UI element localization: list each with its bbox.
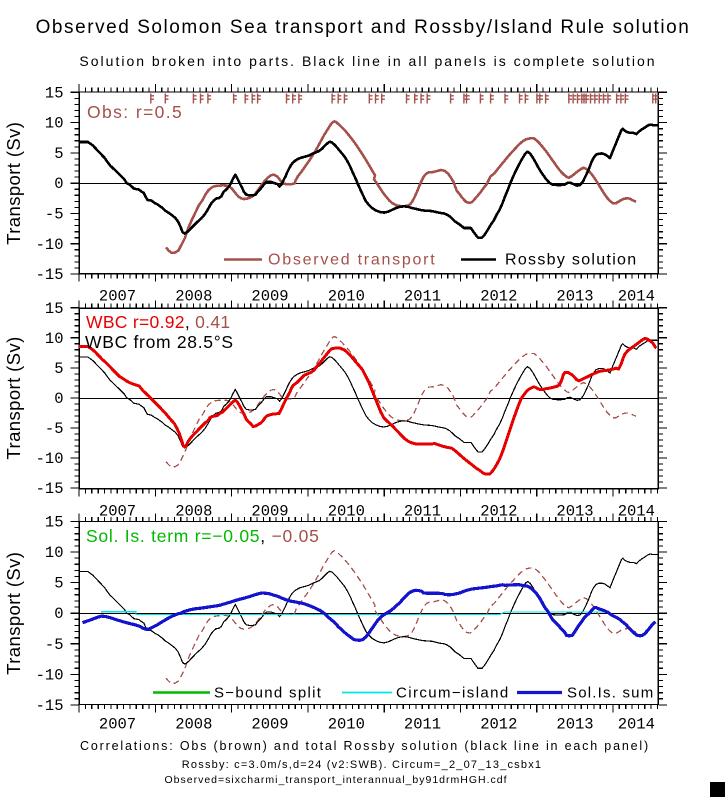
svg-text:-10: -10: [36, 236, 64, 254]
svg-text:-5: -5: [45, 420, 64, 438]
svg-text:2014: 2014: [618, 716, 655, 734]
svg-text:2009: 2009: [251, 288, 288, 306]
svg-text:2007: 2007: [99, 716, 136, 734]
svg-text:2008: 2008: [175, 288, 212, 306]
svg-text:15: 15: [45, 513, 64, 531]
svg-text:-10: -10: [36, 666, 64, 684]
svg-text:2013: 2013: [556, 288, 593, 306]
svg-text:Solution broken into parts. Bl: Solution broken into parts. Black line i…: [79, 53, 656, 69]
svg-text:2009: 2009: [251, 502, 288, 520]
svg-text:2013: 2013: [556, 502, 593, 520]
svg-text:Correlations: Obs (brown) and: Correlations: Obs (brown) and total Ross…: [80, 739, 650, 753]
svg-text:2012: 2012: [480, 288, 517, 306]
svg-text:Observed Solomon Sea transport: Observed Solomon Sea transport and Rossb…: [36, 17, 691, 38]
svg-text:-10: -10: [36, 450, 64, 468]
svg-text:15: 15: [45, 84, 64, 102]
svg-text:2008: 2008: [175, 716, 212, 734]
svg-text:0: 0: [54, 390, 63, 408]
svg-text:Transport (Sv): Transport (Sv): [3, 336, 24, 459]
svg-text:-15: -15: [36, 697, 64, 715]
svg-text:2007: 2007: [99, 288, 136, 306]
svg-text:5: 5: [54, 145, 63, 163]
svg-text:2012: 2012: [480, 716, 517, 734]
svg-text:5: 5: [54, 575, 63, 593]
svg-text:Transport (Sv): Transport (Sv): [3, 122, 24, 245]
svg-text:10: 10: [45, 330, 64, 348]
svg-text:2007: 2007: [99, 502, 136, 520]
svg-text:WBC from 28.5°S: WBC from 28.5°S: [85, 332, 234, 352]
svg-text:2011: 2011: [404, 502, 441, 520]
svg-text:Obs: r=0.5: Obs: r=0.5: [87, 102, 183, 122]
svg-text:-15: -15: [36, 480, 64, 498]
svg-text:2010: 2010: [328, 288, 365, 306]
svg-text:-5: -5: [45, 206, 64, 224]
svg-text:2008: 2008: [175, 502, 212, 520]
svg-text:Circum−island: Circum−island: [396, 685, 510, 702]
svg-text:10: 10: [45, 544, 64, 562]
svg-text:WBC r=0.92, 0.41: WBC r=0.92, 0.41: [86, 312, 230, 332]
svg-text:-15: -15: [36, 266, 64, 284]
svg-text:15: 15: [45, 300, 64, 318]
svg-text:2011: 2011: [404, 716, 441, 734]
svg-text:Observed=sixcharmi_transport_i: Observed=sixcharmi_transport_interannual…: [164, 774, 507, 786]
svg-text:2009: 2009: [251, 716, 288, 734]
svg-text:Sol.Is. sum: Sol.Is. sum: [567, 685, 654, 702]
svg-text:Sol. Is. term r=−0.05, −0.05: Sol. Is. term r=−0.05, −0.05: [86, 526, 320, 546]
svg-text:2014: 2014: [618, 288, 655, 306]
svg-text:Transport (Sv): Transport (Sv): [3, 552, 24, 675]
svg-text:2012: 2012: [480, 502, 517, 520]
svg-text:10: 10: [45, 115, 64, 133]
svg-text:Rossby: c=3.0m/s,d=24 (v2:SWB): Rossby: c=3.0m/s,d=24 (v2:SWB). Circum=_…: [182, 759, 542, 771]
svg-text:2013: 2013: [556, 716, 593, 734]
svg-text:0: 0: [54, 605, 63, 623]
svg-text:5: 5: [54, 360, 63, 378]
svg-text:2010: 2010: [328, 502, 365, 520]
svg-text:2010: 2010: [328, 716, 365, 734]
svg-text:-5: -5: [45, 636, 64, 654]
svg-text:2011: 2011: [404, 288, 441, 306]
svg-text:S−bound split: S−bound split: [214, 685, 322, 702]
svg-text:Observed transport: Observed transport: [268, 252, 436, 269]
svg-text:0: 0: [54, 175, 63, 193]
svg-text:Rossby solution: Rossby solution: [505, 252, 637, 269]
svg-text:2014: 2014: [618, 502, 655, 520]
